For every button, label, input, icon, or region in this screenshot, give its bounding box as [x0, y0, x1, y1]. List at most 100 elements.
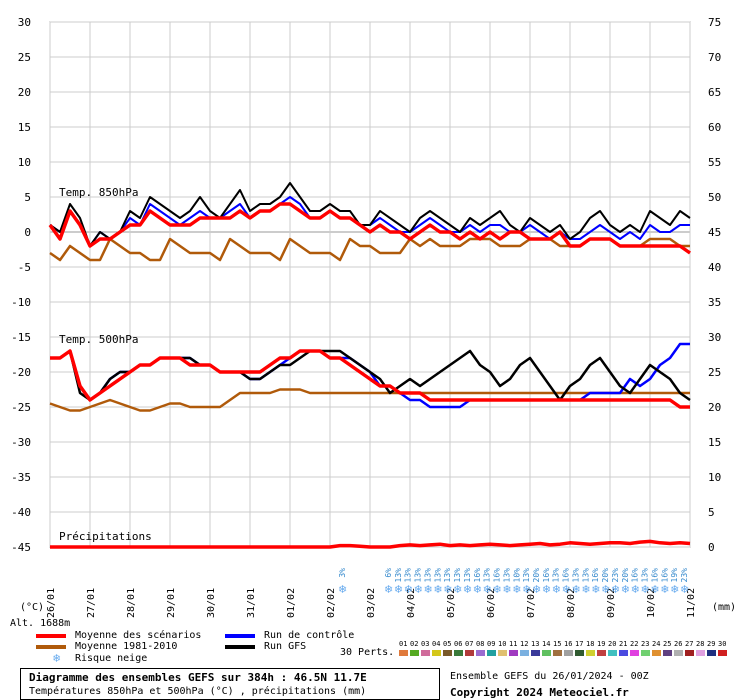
- pert-swatch: [696, 650, 705, 656]
- snow-risk-icon: ❄: [522, 583, 531, 596]
- footer-box: Diagramme des ensembles GEFS sur 384h : …: [20, 668, 440, 700]
- snow-risk-label: 3%: [338, 568, 347, 578]
- left-unit-label: (°C): [20, 602, 44, 613]
- date-tick-label: 10/02: [646, 588, 657, 618]
- pert-number: 01: [399, 640, 408, 648]
- pert-swatch: [421, 650, 430, 656]
- pert-swatch: [454, 650, 463, 656]
- snow-risk-icon: ❄: [591, 583, 600, 596]
- legend-control-label: Run de contrôle: [264, 630, 355, 641]
- legend-control-line: [225, 634, 255, 638]
- altitude-label: Alt. 1688m: [10, 618, 71, 629]
- legend-climatology-label: Moyenne 1981-2010: [75, 641, 178, 652]
- date-tick-label: 31/01: [246, 588, 257, 618]
- left-tick-label: 25: [18, 51, 31, 64]
- right-tick-label: 45: [708, 226, 721, 239]
- pert-number: 08: [476, 640, 485, 648]
- snow-risk-label: 13%: [453, 568, 462, 583]
- snow-risk-label: 13%: [641, 568, 650, 583]
- snow-risk-label: 16%: [631, 568, 640, 583]
- pert-number: 30: [718, 640, 727, 648]
- pert-swatch: [498, 650, 507, 656]
- pert-swatch: [608, 650, 617, 656]
- copyright: Copyright 2024 Meteociel.fr: [450, 686, 629, 699]
- date-tick-label: 29/01: [166, 588, 177, 618]
- pert-swatch: [564, 650, 573, 656]
- pert-number: 02: [410, 640, 419, 648]
- snow-risk-label: 13%: [414, 568, 423, 583]
- snow-risk-icon: ❄: [542, 583, 551, 596]
- right-tick-label: 75: [708, 16, 721, 29]
- pert-swatch: [663, 650, 672, 656]
- snow-risk-label: 13%: [463, 568, 472, 583]
- snow-risk-icon: ❄: [650, 583, 659, 596]
- date-tick-label: 09/02: [606, 588, 617, 618]
- pert-swatch: [509, 650, 518, 656]
- right-tick-label: 60: [708, 121, 721, 134]
- date-tick-label: 07/02: [526, 588, 537, 618]
- snow-risk-icon: ❄: [562, 583, 571, 596]
- pert-swatch: [432, 650, 441, 656]
- snow-risk-icon: ❄: [384, 583, 393, 596]
- pert-swatch: [630, 650, 639, 656]
- right-tick-label: 35: [708, 296, 721, 309]
- snow-risk-label: 13%: [522, 568, 531, 583]
- pert-number: 11: [509, 640, 518, 648]
- pert-number: 22: [630, 640, 639, 648]
- snow-risk-label: 16%: [493, 568, 502, 583]
- pert-swatch: [707, 650, 716, 656]
- left-tick-label: -35: [11, 471, 31, 484]
- pert-swatch: [674, 650, 683, 656]
- date-tick-label: 08/02: [566, 588, 577, 618]
- date-tick-label: 26/01: [46, 588, 57, 618]
- snow-risk-label: 16%: [650, 568, 659, 583]
- pert-swatch: [487, 650, 496, 656]
- snow-risk-label: 13%: [394, 568, 403, 583]
- left-tick-label: -10: [11, 296, 31, 309]
- snow-risk-label: 6%: [384, 568, 393, 578]
- pert-number: 20: [608, 640, 617, 648]
- pert-number: 06: [454, 640, 463, 648]
- pert-swatch: [465, 650, 474, 656]
- right-tick-label: 40: [708, 261, 721, 274]
- snow-risk-label: 20%: [621, 568, 630, 583]
- pert-number: 23: [641, 640, 650, 648]
- snow-risk-icon: ❄: [631, 583, 640, 596]
- legend-gfs-line: [225, 645, 255, 649]
- pert-number: 28: [696, 640, 705, 648]
- pert-number: 12: [520, 640, 529, 648]
- left-tick-label: -40: [11, 506, 31, 519]
- snow-risk-icon: ❄: [443, 583, 452, 596]
- snowflake-icon: ❄: [53, 651, 61, 665]
- t850-mean-line: [48, 202, 692, 255]
- snow-risk-icon: ❄: [414, 583, 423, 596]
- snow-risk-label: 16%: [473, 568, 482, 583]
- snow-risk-label: 16%: [591, 568, 600, 583]
- snow-risk-icon: ❄: [641, 583, 650, 596]
- snow-risk-icon: ❄: [394, 583, 403, 596]
- date-tick-label: 04/02: [406, 588, 417, 618]
- pert-number: 03: [421, 640, 430, 648]
- snow-risk-icon: ❄: [581, 583, 590, 596]
- pert-swatch: [597, 650, 606, 656]
- snow-risk-icon: ❄: [463, 583, 472, 596]
- snow-risk-icon: ❄: [483, 583, 492, 596]
- snow-risk-label: 13%: [502, 568, 511, 583]
- snow-risk-icon: ❄: [611, 583, 620, 596]
- right-unit-label: (mm): [712, 602, 736, 613]
- pert-number: 17: [575, 640, 584, 648]
- pert-number: 14: [542, 640, 551, 648]
- left-tick-label: -45: [11, 541, 31, 554]
- t500-mean-line: [50, 349, 690, 409]
- run-info: Ensemble GEFS du 26/01/2024 - 00Z: [450, 671, 649, 682]
- legend-mean-label: Moyenne des scénarios: [75, 630, 202, 641]
- precip-section-label: Précipitations: [59, 530, 152, 543]
- legend-mean-line: [36, 634, 66, 638]
- legend-gfs-label: Run GFS: [264, 641, 307, 652]
- snow-risk-icon: ❄: [502, 583, 511, 596]
- left-tick-label: 10: [18, 156, 31, 169]
- left-tick-label: 0: [24, 226, 31, 239]
- pert-number: 24: [652, 640, 661, 648]
- pert-swatch: [641, 650, 650, 656]
- snow-risk-icon: ❄: [453, 583, 462, 596]
